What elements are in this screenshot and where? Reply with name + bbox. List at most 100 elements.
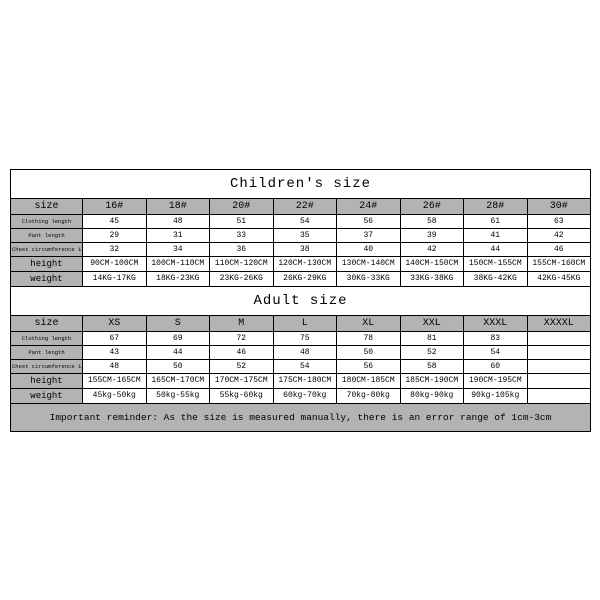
adult-row-2: Chest circumference 1/248505254565860 (11, 359, 591, 373)
adult-row-4-cell-7 (527, 388, 591, 403)
adult-row-1-cell-7 (527, 345, 591, 359)
children-title: Children's size (11, 169, 591, 198)
children-row-0-cell-6: 61 (464, 214, 528, 228)
adult-row-1-cell-0: 43 (83, 345, 147, 359)
adult-row-2-cell-6: 60 (464, 359, 528, 373)
adult-row-1-cell-1: 44 (146, 345, 210, 359)
adult-row-4-cell-4: 70kg-80kg (337, 388, 401, 403)
children-row-1: Pant length2931333537394142 (11, 228, 591, 242)
children-row-3: height90CM-100CM100CM-110CM110CM-120CM12… (11, 256, 591, 271)
adult-size-3: L (273, 315, 337, 331)
children-row-0-cell-7: 63 (527, 214, 591, 228)
children-row-2-label: Chest circumference 1/2 (11, 242, 83, 256)
children-row-3-cell-5: 140CM-150CM (400, 256, 464, 271)
children-row-1-cell-2: 33 (210, 228, 274, 242)
adult-row-3-cell-6: 190CM-195CM (464, 373, 528, 388)
adult-row-3-cell-0: 155CM-165CM (83, 373, 147, 388)
children-row-3-label: height (11, 256, 83, 271)
children-row-1-cell-3: 35 (273, 228, 337, 242)
adult-row-3-cell-4: 180CM-185CM (337, 373, 401, 388)
children-row-4-cell-1: 18KG-23KG (146, 271, 210, 286)
adult-row-3-label: height (11, 373, 83, 388)
adult-row-3-cell-3: 175CM-180CM (273, 373, 337, 388)
children-row-1-cell-1: 31 (146, 228, 210, 242)
adult-row-0: Clothing length67697275788183 (11, 331, 591, 345)
children-row-3-cell-4: 130CM-140CM (337, 256, 401, 271)
adult-row-0-cell-3: 75 (273, 331, 337, 345)
children-title-row: Children's size (11, 169, 591, 198)
children-row-2-cell-5: 42 (400, 242, 464, 256)
adult-row-1-label: Pant length (11, 345, 83, 359)
children-row-0-cell-0: 45 (83, 214, 147, 228)
children-row-1-cell-7: 42 (527, 228, 591, 242)
adult-row-0-cell-2: 72 (210, 331, 274, 345)
adult-row-2-cell-2: 52 (210, 359, 274, 373)
size-chart: Children's sizesize16#18#20#22#24#26#28#… (10, 169, 590, 432)
adult-size-label: size (11, 315, 83, 331)
adult-row-0-cell-1: 69 (146, 331, 210, 345)
children-row-4-cell-2: 23KG-26KG (210, 271, 274, 286)
children-row-1-cell-0: 29 (83, 228, 147, 242)
adult-row-2-cell-7 (527, 359, 591, 373)
adult-row-1-cell-3: 48 (273, 345, 337, 359)
reminder-text: Important reminder: As the size is measu… (11, 403, 591, 431)
page-wrap: Children's sizesize16#18#20#22#24#26#28#… (0, 0, 600, 600)
adult-size-1: S (146, 315, 210, 331)
adult-title-row: Adult size (11, 286, 591, 315)
adult-row-0-cell-0: 67 (83, 331, 147, 345)
children-row-2-cell-3: 38 (273, 242, 337, 256)
children-row-2-cell-2: 36 (210, 242, 274, 256)
children-row-4: weight14KG-17KG18KG-23KG23KG-26KG26KG-29… (11, 271, 591, 286)
size-table: Children's sizesize16#18#20#22#24#26#28#… (10, 169, 591, 432)
children-row-4-cell-6: 38KG-42KG (464, 271, 528, 286)
adult-row-0-cell-6: 83 (464, 331, 528, 345)
adult-row-1-cell-5: 52 (400, 345, 464, 359)
adult-row-1-cell-2: 46 (210, 345, 274, 359)
children-size-7: 30# (527, 198, 591, 214)
children-row-2-cell-4: 40 (337, 242, 401, 256)
adult-row-0-cell-5: 81 (400, 331, 464, 345)
adult-row-4-cell-1: 50kg-55kg (146, 388, 210, 403)
adult-size-7: XXXXL (527, 315, 591, 331)
children-row-4-cell-0: 14KG-17KG (83, 271, 147, 286)
adult-row-3-cell-1: 165CM-170CM (146, 373, 210, 388)
adult-title: Adult size (11, 286, 591, 315)
adult-size-2: M (210, 315, 274, 331)
children-size-0: 16# (83, 198, 147, 214)
adult-row-0-cell-7 (527, 331, 591, 345)
adult-row-3-cell-5: 185CM-190CM (400, 373, 464, 388)
adult-row-1: Pant length43444648505254 (11, 345, 591, 359)
adult-row-4-label: weight (11, 388, 83, 403)
adult-row-2-label: Chest circumference 1/2 (11, 359, 83, 373)
adult-size-0: XS (83, 315, 147, 331)
reminder-row: Important reminder: As the size is measu… (11, 403, 591, 431)
children-row-0: Clothing length4548515456586163 (11, 214, 591, 228)
children-row-0-cell-4: 56 (337, 214, 401, 228)
adult-header-row: sizeXSSMLXLXXLXXXLXXXXL (11, 315, 591, 331)
children-row-4-cell-5: 33KG-38KG (400, 271, 464, 286)
adult-row-2-cell-5: 58 (400, 359, 464, 373)
children-row-0-cell-2: 51 (210, 214, 274, 228)
children-row-2-cell-7: 46 (527, 242, 591, 256)
children-row-1-label: Pant length (11, 228, 83, 242)
children-size-label: size (11, 198, 83, 214)
adult-row-4: weight45kg-50kg50kg-55kg55kg-60kg60kg-70… (11, 388, 591, 403)
adult-size-6: XXXL (464, 315, 528, 331)
adult-row-4-cell-6: 90kg-105kg (464, 388, 528, 403)
adult-size-5: XXL (400, 315, 464, 331)
adult-row-2-cell-1: 50 (146, 359, 210, 373)
children-row-4-cell-3: 26KG-29KG (273, 271, 337, 286)
children-size-2: 20# (210, 198, 274, 214)
adult-row-4-cell-0: 45kg-50kg (83, 388, 147, 403)
adult-row-2-cell-3: 54 (273, 359, 337, 373)
children-row-4-cell-4: 30KG-33KG (337, 271, 401, 286)
adult-row-2-cell-0: 48 (83, 359, 147, 373)
children-size-1: 18# (146, 198, 210, 214)
children-row-0-cell-3: 54 (273, 214, 337, 228)
children-header-row: size16#18#20#22#24#26#28#30# (11, 198, 591, 214)
children-row-0-label: Clothing length (11, 214, 83, 228)
children-row-1-cell-6: 41 (464, 228, 528, 242)
children-row-4-cell-7: 42KG-45KG (527, 271, 591, 286)
children-row-2-cell-6: 44 (464, 242, 528, 256)
children-row-1-cell-4: 37 (337, 228, 401, 242)
